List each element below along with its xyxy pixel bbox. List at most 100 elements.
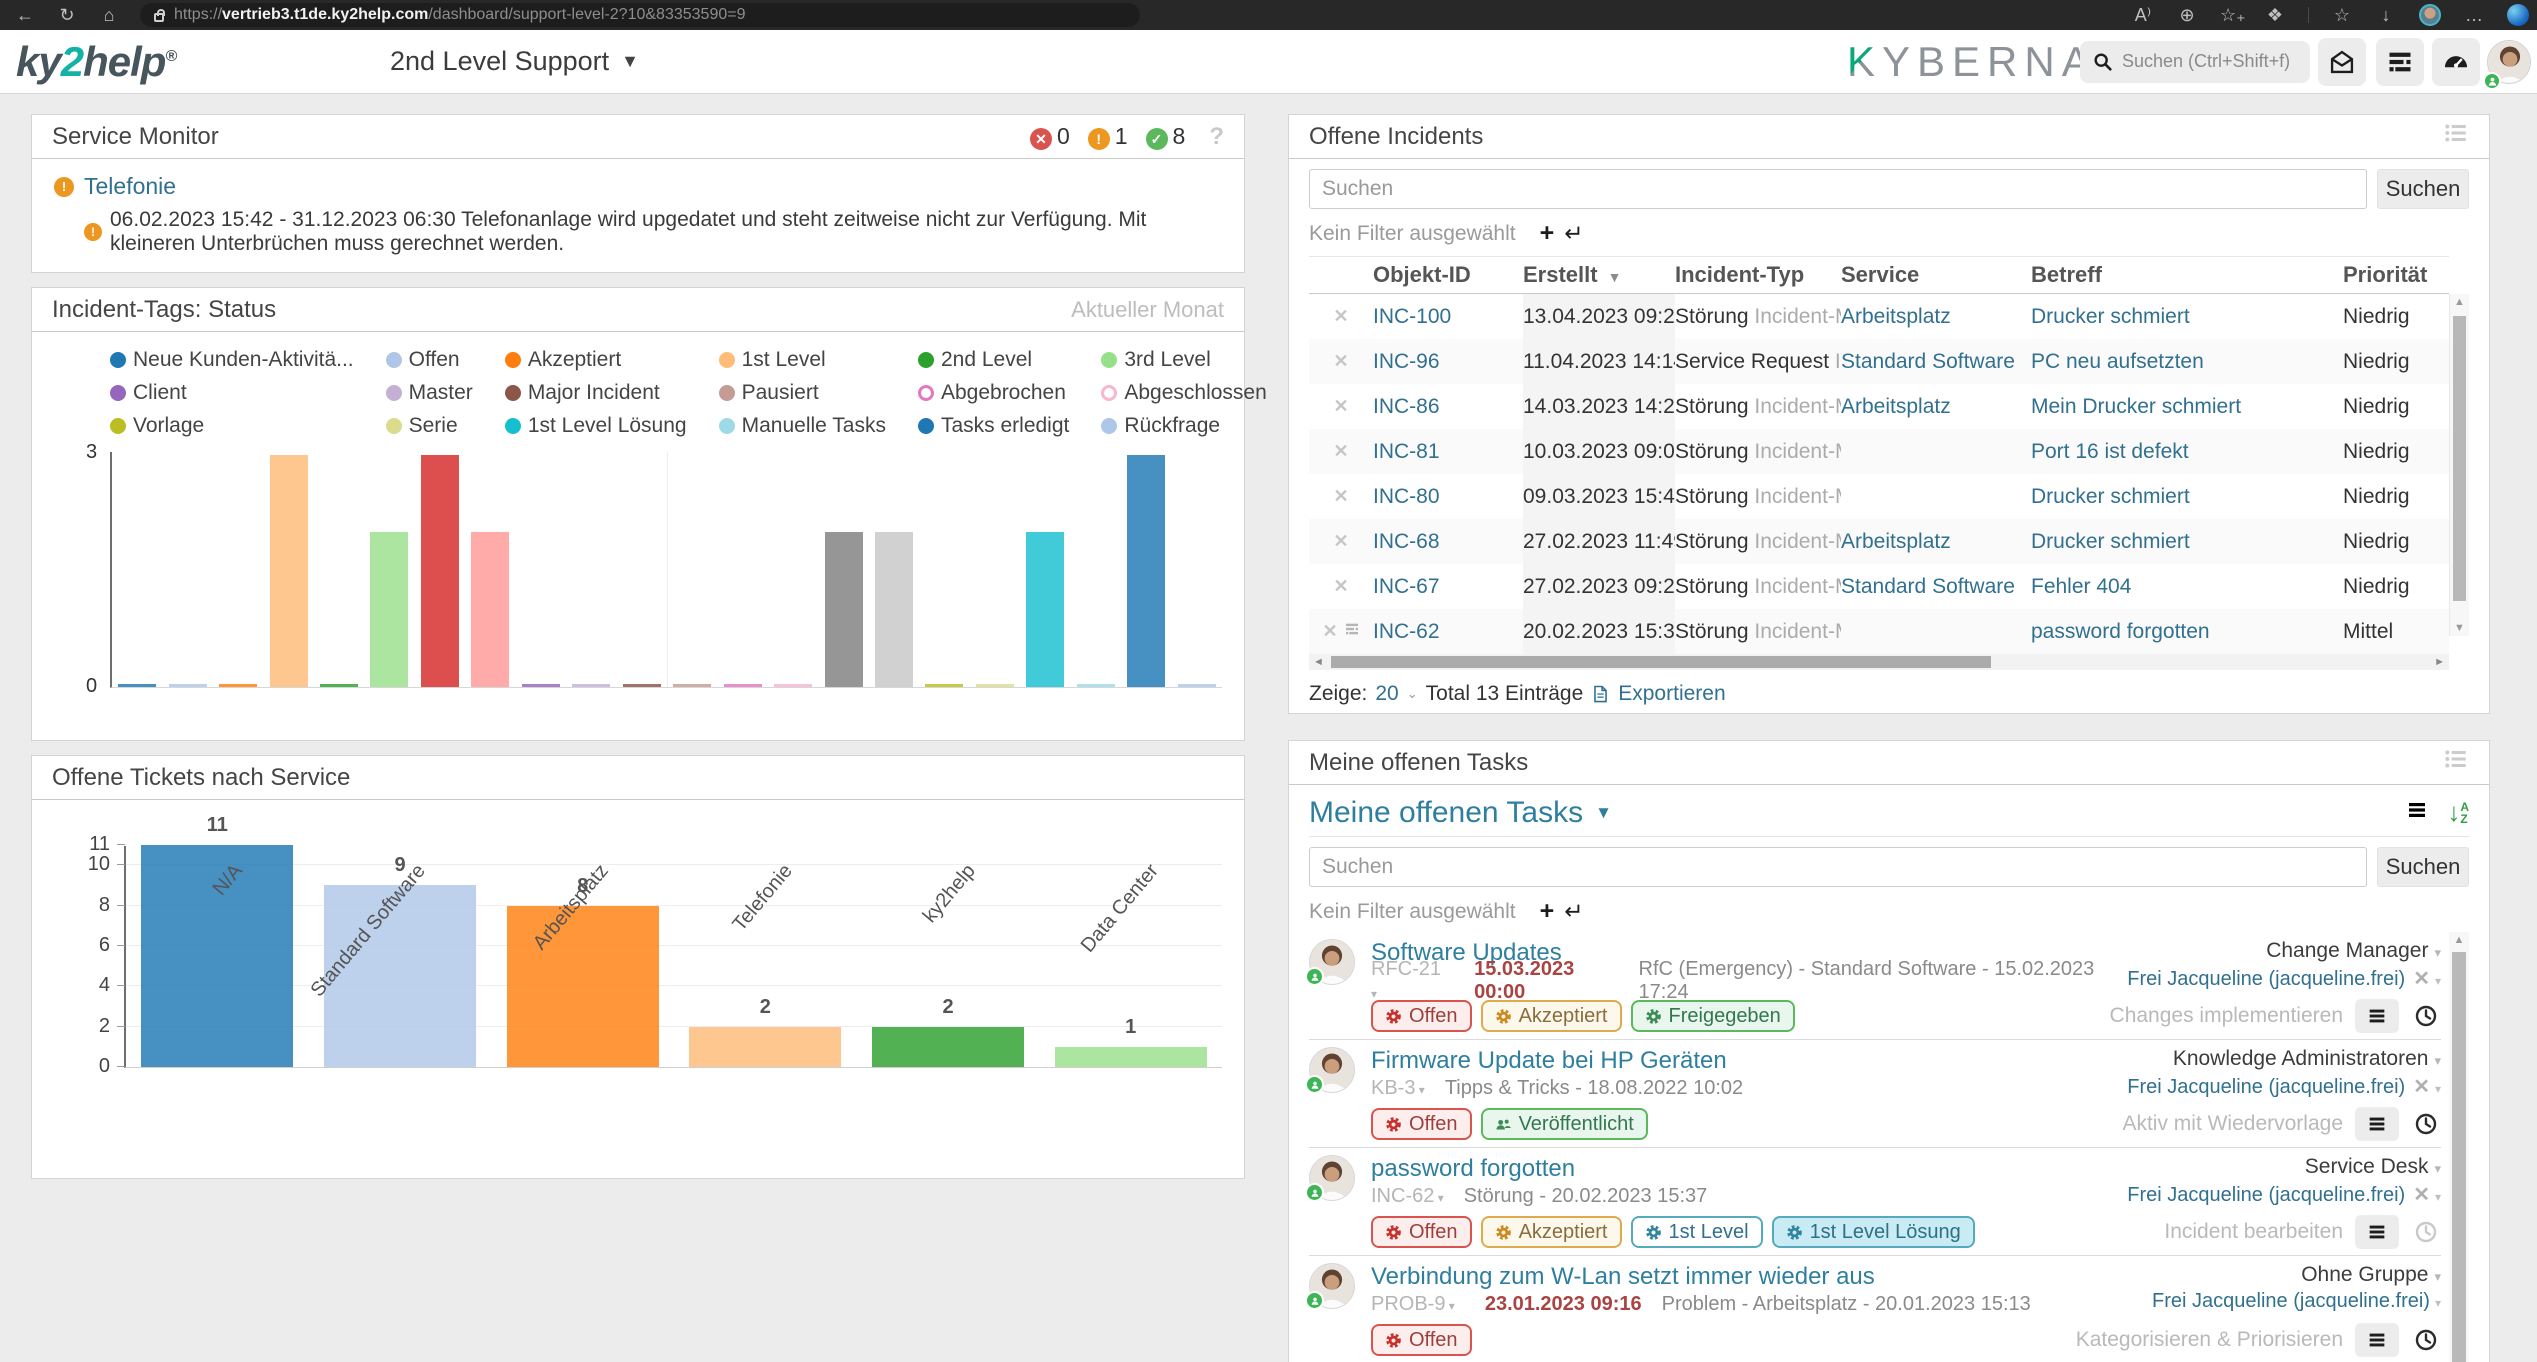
remove-icon[interactable]: ✕: [1333, 576, 1349, 596]
zoom-icon[interactable]: ⊕: [2179, 4, 2195, 25]
address-bar[interactable]: https://vertrieb3.t1de.ky2help.com/dashb…: [140, 3, 1140, 27]
incidents-search-button[interactable]: Suchen: [2377, 169, 2469, 209]
bar-Manuelle Tasks[interactable]: [1076, 684, 1115, 687]
column-header-Objekt-ID[interactable]: Objekt-ID: [1373, 262, 1471, 287]
legend-item[interactable]: Rückfrage: [1101, 414, 1266, 438]
subject-link[interactable]: Drucker schmiert: [2031, 529, 2190, 553]
bar-Offen[interactable]: [168, 684, 207, 687]
remove-icon[interactable]: ✕: [1333, 351, 1349, 371]
incident-id-link[interactable]: INC-86: [1373, 394, 1440, 418]
user-avatar[interactable]: [2487, 39, 2531, 84]
task-group-selector[interactable]: Service Desk ▾: [2127, 1155, 2441, 1182]
bar-ky2help[interactable]: [872, 1026, 1025, 1067]
column-header-Incident-Typ[interactable]: Incident-Typ: [1675, 262, 1805, 287]
incident-id-link[interactable]: INC-81: [1373, 439, 1440, 463]
table-horizontal-scrollbar[interactable]: ◄ ►: [1309, 654, 2449, 670]
subject-link[interactable]: PC neu aufsetzten: [2031, 349, 2204, 373]
tag-offen[interactable]: Offen: [1371, 1216, 1472, 1248]
legend-item[interactable]: Vorlage: [110, 414, 354, 438]
legend-item[interactable]: 3rd Level: [1101, 348, 1266, 372]
remove-icon[interactable]: ✕: [1333, 531, 1349, 551]
bar-Data Center[interactable]: [1054, 1046, 1207, 1067]
incident-id-link[interactable]: INC-100: [1373, 304, 1452, 328]
read-aloud-icon[interactable]: A⁾: [2134, 4, 2152, 25]
task-assignee[interactable]: Frei Jacqueline (jacqueline.frei) ✕ ▾: [2127, 1182, 2441, 1207]
export-link[interactable]: Exportieren: [1618, 682, 1726, 705]
incident-id-link[interactable]: INC-96: [1373, 349, 1440, 373]
task-menu-button[interactable]: [2355, 999, 2399, 1033]
global-search[interactable]: [2080, 40, 2310, 83]
task-item[interactable]: password forgotten Service Desk ▾ INC-62 ▾ S…: [1305, 1148, 2441, 1256]
bar-Gelöst[interactable]: [420, 455, 459, 687]
task-title-link[interactable]: password forgotten: [1371, 1155, 1576, 1182]
remove-icon[interactable]: ✕: [1333, 486, 1349, 506]
tag-akzeptiert[interactable]: Akzeptiert: [1480, 1216, 1622, 1248]
table-row[interactable]: ✕ INC-62 20.02.2023 15:37 Störung Incident-…: [1309, 609, 2449, 654]
task-menu-button[interactable]: [2355, 1107, 2399, 1141]
tasks-search-input[interactable]: [1309, 847, 2367, 887]
downloads-icon[interactable]: ↓: [2381, 4, 2391, 25]
bar-Arbeitsplatz[interactable]: [506, 905, 659, 1067]
legend-item[interactable]: Manuelle Tasks: [718, 414, 886, 438]
remove-icon[interactable]: ✕: [1333, 396, 1349, 416]
remove-assignee-icon[interactable]: ✕: [2413, 1184, 2430, 1206]
task-item[interactable]: Software Updates Change Manager ▾ RFC-21 ▾ 1…: [1305, 932, 2441, 1040]
task-title-link[interactable]: Verbindung zum W-Lan setzt immer wieder …: [1371, 1263, 1875, 1290]
bar-Pausiert[interactable]: [673, 684, 712, 687]
extensions-icon[interactable]: ❖: [2266, 4, 2284, 25]
tasks-scrollbar[interactable]: ▲: [2449, 932, 2469, 1362]
legend-item[interactable]: Offen: [385, 348, 473, 372]
service-link[interactable]: Standard Software: [1841, 349, 2015, 373]
legend-item[interactable]: Major Incident: [504, 381, 687, 405]
legend-item[interactable]: Client: [110, 381, 354, 405]
add-filter-icon[interactable]: +: [1539, 897, 1555, 925]
bar-Rückfrage[interactable]: [1177, 684, 1216, 687]
tag-1st-level-l-sung[interactable]: 1st Level Lösung: [1771, 1216, 1975, 1248]
task-schedule-button[interactable]: [2411, 1109, 2441, 1139]
remove-assignee-icon[interactable]: ✕: [2413, 968, 2430, 990]
subject-link[interactable]: Drucker schmiert: [2031, 304, 2190, 328]
browser-home-button[interactable]: ⌂: [103, 4, 115, 25]
table-vertical-scrollbar[interactable]: ▲ ▼: [2449, 294, 2469, 636]
task-ref[interactable]: PROB-9 ▾: [1371, 1293, 1455, 1315]
tasks-search-button[interactable]: Suchen: [2377, 847, 2469, 887]
bar-Abgebrochen[interactable]: [723, 684, 762, 687]
bar-1st Level[interactable]: [269, 455, 308, 687]
bar-Workaround[interactable]: [471, 532, 510, 687]
column-header-Priorität[interactable]: Priorität: [2343, 262, 2428, 287]
sort-az-button[interactable]: ↓ A Z: [2447, 797, 2469, 827]
subject-link[interactable]: Fehler 404: [2031, 574, 2132, 598]
task-group-selector[interactable]: Change Manager ▾: [2110, 939, 2441, 966]
bar-Telefonie[interactable]: [689, 1026, 842, 1067]
tag-offen[interactable]: Offen: [1371, 1000, 1472, 1032]
legend-item[interactable]: Abgeschlossen: [1101, 381, 1267, 405]
legend-item[interactable]: Abgebrochen: [917, 381, 1069, 405]
legend-item[interactable]: Pausiert: [718, 381, 886, 405]
browser-back-button[interactable]: ←: [16, 4, 34, 25]
service-link[interactable]: Telefonie: [84, 173, 177, 199]
bar-Neue Kunden-Aktivitä...[interactable]: [118, 684, 157, 687]
queue-button[interactable]: [2376, 37, 2424, 86]
table-row[interactable]: ✕ INC-80 09.03.2023 15:46 Störung Incident-…: [1309, 474, 2449, 519]
task-assignee[interactable]: Frei Jacqueline (jacqueline.frei) ✕ ▾: [2122, 1074, 2441, 1099]
tag-ver-ffentlicht[interactable]: Veröffentlicht: [1480, 1108, 1648, 1140]
favorites-bar-icon[interactable]: ☆: [2333, 4, 2351, 25]
table-row[interactable]: ✕ INC-86 14.03.2023 14:24 Störung Incident-…: [1309, 384, 2449, 429]
incident-id-link[interactable]: INC-80: [1373, 484, 1440, 508]
service-link[interactable]: Standard Software: [1841, 574, 2015, 598]
mail-button[interactable]: [2318, 37, 2366, 86]
legend-item[interactable]: Neue Kunden-Aktivitä...: [110, 348, 354, 372]
add-filter-icon[interactable]: +: [1539, 219, 1555, 247]
tag-offen[interactable]: Offen: [1371, 1324, 1472, 1356]
service-link[interactable]: Arbeitsplatz: [1841, 394, 1951, 418]
remove-assignee-icon[interactable]: ✕: [2413, 1076, 2430, 1098]
bar-N/A[interactable]: [141, 845, 294, 1067]
incident-id-link[interactable]: INC-68: [1373, 529, 1440, 553]
table-row[interactable]: ✕ INC-100 13.04.2023 09:24 Störung Incident…: [1309, 294, 2449, 339]
task-schedule-button[interactable]: [2411, 1217, 2441, 1247]
remove-icon[interactable]: ✕: [1322, 621, 1338, 641]
table-row[interactable]: ✕ INC-96 11.04.2023 14:14 Service Request I…: [1309, 339, 2449, 384]
legend-item[interactable]: Master: [385, 381, 473, 405]
task-schedule-button[interactable]: [2411, 1325, 2441, 1355]
task-item[interactable]: Firmware Update bei HP Geräten Knowledge …: [1305, 1040, 2441, 1148]
